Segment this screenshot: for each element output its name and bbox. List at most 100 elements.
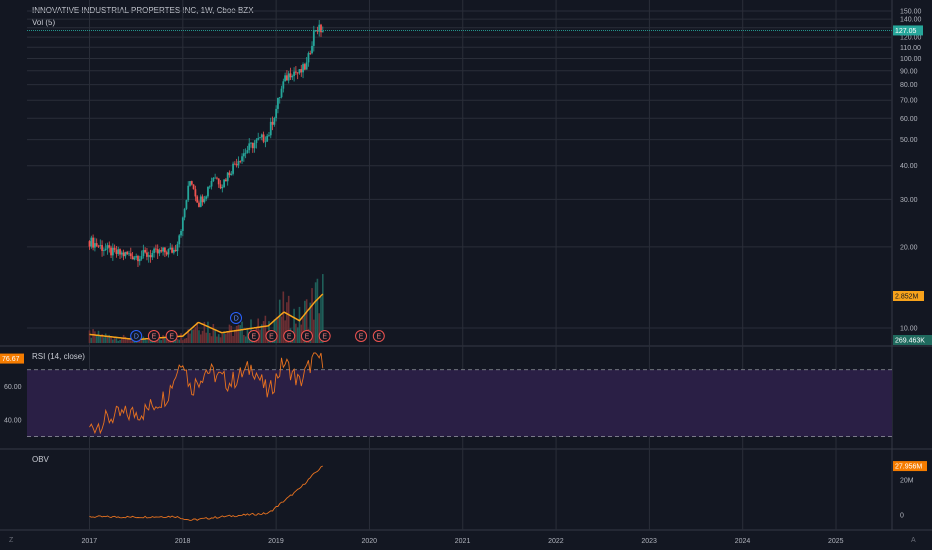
- volume-bar: [278, 299, 281, 343]
- volume-bar: [293, 308, 295, 343]
- candle-body: [144, 250, 147, 253]
- z-button[interactable]: Z: [9, 537, 14, 544]
- candle-body: [233, 163, 236, 165]
- candle-body: [217, 178, 220, 185]
- rsi-line: [89, 352, 324, 435]
- volume-bar: [174, 339, 177, 343]
- time-tick-label: 2025: [828, 538, 844, 545]
- time-tick-label: 2024: [735, 538, 751, 545]
- candle-body: [163, 247, 166, 253]
- candle-body: [108, 245, 111, 248]
- event-marker-label: E: [169, 334, 174, 341]
- event-marker: [372, 330, 385, 342]
- candle-body: [235, 164, 238, 166]
- volume-bar: [243, 334, 245, 343]
- volume-bar: [208, 333, 211, 343]
- volume-bar: [192, 329, 195, 343]
- obv-tick-label: 20M: [900, 478, 914, 485]
- candle-body: [88, 241, 91, 247]
- candle-body: [275, 108, 278, 118]
- current-price-badge: [893, 25, 923, 36]
- volume-bar: [99, 335, 102, 343]
- candle-body: [192, 184, 195, 190]
- volume-bar: [223, 332, 225, 343]
- volume-bar: [314, 282, 317, 343]
- candle-body: [196, 196, 199, 203]
- candle-body: [198, 202, 200, 207]
- candle-body: [162, 247, 164, 252]
- candle-body: [104, 248, 107, 251]
- volume-bar: [203, 321, 206, 343]
- candle-body: [131, 256, 134, 260]
- price-tick-label: 50.00: [900, 137, 918, 144]
- volume-bar: [241, 321, 243, 343]
- volume-bar: [165, 337, 168, 343]
- volume-bar: [156, 340, 159, 343]
- volume-bar: [182, 340, 184, 343]
- volume-bar: [124, 336, 127, 343]
- volume-bar: [226, 332, 229, 343]
- candle-body: [228, 172, 231, 176]
- volume-bar: [277, 317, 279, 343]
- price-tick-label: 30.00: [900, 197, 918, 204]
- event-marker: [283, 330, 296, 342]
- volume-bar: [296, 327, 299, 343]
- candle-body: [237, 161, 240, 166]
- candle-body: [201, 196, 204, 203]
- candle-body: [294, 71, 297, 73]
- candle-body: [296, 72, 299, 74]
- volume-bar: [129, 340, 132, 343]
- volume-bar: [95, 335, 98, 343]
- volume-bar: [217, 334, 220, 343]
- volume-bar: [158, 338, 161, 343]
- volume-bar: [160, 340, 163, 343]
- candle-body: [160, 250, 163, 252]
- a-button[interactable]: A: [911, 537, 916, 544]
- volume-bar: [178, 339, 181, 343]
- event-marker-label: E: [269, 334, 274, 341]
- volume-bar: [257, 318, 259, 343]
- event-marker: [247, 330, 260, 342]
- candle-body: [111, 247, 114, 256]
- event-marker: [147, 330, 160, 342]
- candle-body: [208, 186, 211, 188]
- candle-body: [133, 257, 136, 260]
- volume-bar: [234, 329, 236, 343]
- volume-bar: [164, 336, 166, 343]
- volume-bar: [94, 331, 96, 343]
- candle-body: [126, 251, 129, 255]
- volume-bar: [140, 338, 143, 343]
- volume-bar: [264, 315, 267, 343]
- candle-body: [172, 249, 175, 253]
- volume-bar: [189, 333, 191, 343]
- volume-bar: [90, 337, 93, 343]
- candle-body: [241, 156, 243, 162]
- candle-body: [289, 73, 292, 78]
- candle-body: [205, 196, 208, 199]
- volume-bar: [320, 297, 322, 343]
- price-tick-label: 90.00: [900, 68, 918, 75]
- volume-bar: [212, 324, 215, 343]
- candle-body: [129, 253, 132, 257]
- volume-bar: [103, 337, 105, 343]
- time-tick-label: 2017: [82, 538, 98, 545]
- candle-body: [171, 247, 173, 253]
- volume-label: Vol (5): [32, 18, 56, 27]
- candle-body: [178, 235, 181, 245]
- volume-badge: [893, 291, 924, 301]
- volume-bar: [313, 319, 315, 343]
- candle-body: [311, 45, 313, 54]
- candle-body: [142, 250, 145, 257]
- volume-bar: [119, 339, 121, 343]
- candle-body: [203, 198, 206, 203]
- time-tick-label: 2022: [548, 538, 564, 545]
- volume-bar: [121, 338, 123, 343]
- volume-bar: [147, 337, 150, 343]
- candle-body: [251, 142, 254, 149]
- volume-bar: [309, 302, 312, 343]
- volume-bar: [144, 338, 146, 343]
- candle-body: [255, 139, 258, 143]
- candle-body: [190, 181, 193, 185]
- event-marker-label: E: [359, 334, 364, 341]
